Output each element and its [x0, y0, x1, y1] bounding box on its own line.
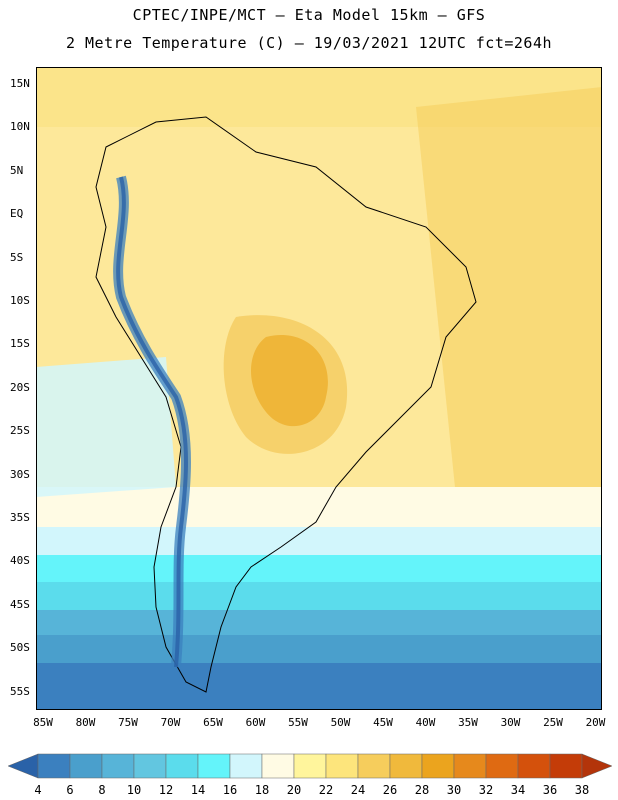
colorbar-label: 24: [350, 783, 366, 797]
lat-label: 5S: [10, 250, 24, 264]
colorbar-swatch: [357, 753, 391, 779]
lat-label: 50S: [10, 641, 30, 655]
lon-label: 25W: [543, 716, 563, 729]
warm-core-edge: [223, 315, 348, 454]
lon-label: 40W: [415, 716, 436, 729]
band-16: [36, 555, 602, 585]
lat-label: EQ: [10, 207, 24, 221]
band-10: [36, 635, 602, 665]
lat-label: 45S: [10, 597, 30, 611]
lat-label: 10N: [10, 120, 30, 134]
continent-outline: [95, 116, 477, 693]
lat-label: 20S: [10, 380, 30, 394]
colorbar-label: 16: [222, 783, 238, 797]
temperature-map: [36, 67, 602, 710]
lat-label: 55S: [10, 684, 30, 698]
colorbar-label: 4: [34, 783, 42, 797]
colorbar-swatch: [389, 753, 423, 779]
colorbar-swatch: [421, 753, 455, 779]
colorbar-label: 30: [446, 783, 462, 797]
band-22: [36, 487, 602, 532]
colorbar-swatch: [453, 753, 487, 779]
colorbar-label: 22: [318, 783, 334, 797]
colorbar-label: 20: [286, 783, 302, 797]
lat-label: 15N: [10, 77, 30, 90]
band-18: [36, 527, 602, 557]
colorbar-label: 10: [126, 783, 142, 797]
colorbar-swatch: [133, 753, 167, 779]
lon-label: 70W: [160, 716, 181, 729]
lon-label: 55W: [288, 716, 308, 729]
colorbar-label: 28: [414, 783, 430, 797]
colorbar-swatch: [325, 753, 359, 779]
colorbar-swatch: [549, 753, 583, 779]
lat-label: 40S: [10, 554, 30, 568]
colorbar-arrow-right: [581, 753, 612, 779]
lon-label: 80W: [75, 716, 96, 729]
colorbar-label: 12: [158, 783, 174, 797]
colorbar-swatch: [165, 753, 199, 779]
lat-label: 5N: [10, 163, 24, 177]
title-line-1: CPTEC/INPE/MCT – Eta Model 15km – GFS: [132, 6, 486, 24]
colorbar-swatch: [261, 753, 295, 779]
atlantic-warm-zone: [416, 87, 602, 497]
colorbar-label: 32: [478, 783, 494, 797]
colorbar-swatch: [37, 753, 71, 779]
lon-label: 75W: [118, 716, 138, 729]
band-8: [36, 663, 602, 710]
band-12: [36, 610, 602, 638]
lon-label: 60W: [245, 716, 266, 729]
colorbar-swatch: [69, 753, 103, 779]
lat-label: 35S: [10, 511, 30, 524]
colorbar-label: 14: [190, 783, 206, 797]
colorbar-label: 8: [98, 783, 106, 797]
colorbar-label: 36: [542, 783, 558, 797]
lon-label: 30W: [500, 716, 521, 729]
colorbar-arrow-left: [8, 753, 39, 779]
colorbar-label: 6: [66, 783, 74, 797]
lat-label: 15S: [10, 337, 30, 351]
lon-label: 50W: [330, 716, 351, 729]
lon-label: 65W: [203, 716, 223, 729]
colorbar-swatch: [293, 753, 327, 779]
lon-label: 85W: [33, 716, 53, 729]
colorbar-label: 38: [574, 783, 590, 797]
colorbar-swatch: [229, 753, 263, 779]
andes-spine-core: [116, 176, 188, 668]
lon-label: 45W: [373, 716, 393, 729]
colorbar: [8, 753, 612, 779]
colorbar-label: 26: [382, 783, 398, 797]
lat-label: 30S: [10, 467, 30, 481]
lat-label: 10S: [10, 294, 30, 307]
colorbar-swatch: [101, 753, 135, 779]
colorbar-label: 34: [510, 783, 526, 797]
lat-label: 25S: [10, 424, 30, 438]
pacific-cool-tongue: [36, 357, 176, 497]
lon-label: 20W: [585, 716, 606, 729]
colorbar-swatch: [197, 753, 231, 779]
band-14: [36, 582, 602, 612]
title-line-2: 2 Metre Temperature (C) – 19/03/2021 12U…: [65, 34, 553, 52]
colorbar-swatch: [485, 753, 519, 779]
colorbar-swatch: [517, 753, 551, 779]
lon-label: 35W: [458, 716, 478, 729]
colorbar-label: 18: [254, 783, 270, 797]
map-frame: [36, 67, 602, 710]
